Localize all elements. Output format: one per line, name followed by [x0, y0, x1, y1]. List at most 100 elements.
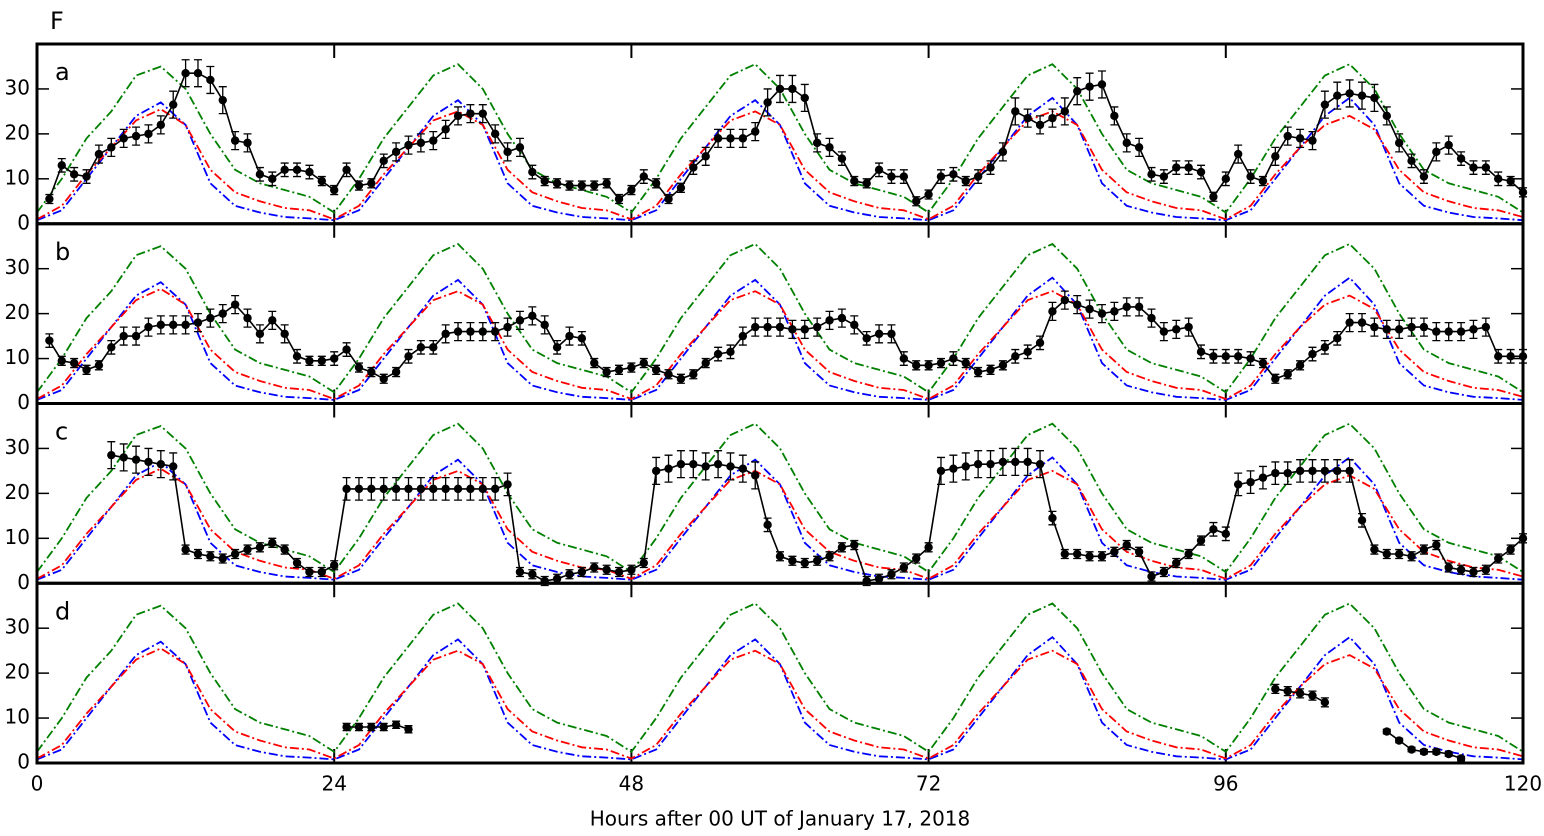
data-point: [676, 459, 686, 469]
data-point: [899, 563, 909, 572]
data-point: [94, 361, 104, 370]
data-point: [490, 484, 500, 494]
data-point: [280, 165, 289, 175]
panel-frame: [35, 222, 1525, 405]
data-point: [1407, 322, 1416, 332]
data-point: [1494, 352, 1503, 361]
data-point: [181, 545, 190, 554]
data-point: [1432, 147, 1441, 157]
x-tick-label: 96: [1213, 772, 1238, 796]
data-point: [156, 120, 166, 130]
data-point: [441, 329, 450, 339]
data-point: [317, 567, 327, 577]
data-point: [1345, 89, 1354, 98]
y-tick-label: 20: [5, 300, 30, 324]
data-point: [1444, 749, 1453, 759]
data-point: [330, 185, 339, 195]
data-point: [82, 365, 91, 374]
data-point: [503, 147, 512, 157]
data-point: [540, 176, 549, 186]
data-point: [1085, 82, 1094, 91]
data-point: [1060, 107, 1070, 116]
data-point: [268, 316, 277, 325]
data-point: [243, 545, 252, 554]
data-point: [614, 194, 624, 204]
data-point: [1011, 107, 1020, 116]
model-line: [36, 242, 1524, 394]
data-point: [515, 143, 525, 152]
data-point: [1048, 113, 1057, 123]
data-point: [862, 334, 871, 343]
data-point: [1283, 370, 1292, 379]
data-point: [1184, 163, 1193, 172]
data-point: [1097, 552, 1107, 561]
data-point: [973, 172, 983, 181]
data-point: [540, 320, 549, 330]
data-point: [1345, 318, 1354, 327]
data-point: [429, 484, 438, 494]
data-point: [664, 464, 673, 473]
data-point: [676, 374, 686, 383]
x-tick-label: 0: [31, 772, 44, 796]
data-point: [614, 365, 624, 374]
data-point: [565, 331, 574, 341]
data-point: [218, 95, 227, 105]
data-point: [1184, 549, 1193, 559]
data-point: [1023, 457, 1032, 467]
data-point: [330, 561, 339, 570]
data-point: [1073, 300, 1082, 309]
data-point: [689, 459, 698, 469]
data-point: [1308, 349, 1317, 359]
data-point: [627, 363, 636, 372]
data-point: [181, 69, 190, 78]
data-point: [1073, 86, 1082, 96]
data-point: [1159, 327, 1169, 336]
model-line: [36, 467, 1524, 580]
data-point: [800, 558, 809, 568]
data-point: [837, 543, 847, 552]
data-point: [1456, 154, 1466, 163]
data-point: [899, 172, 909, 181]
data-point: [874, 329, 884, 339]
data-point: [775, 84, 785, 94]
data-point: [1035, 338, 1045, 348]
data-point: [602, 565, 611, 574]
data-point: [367, 722, 376, 732]
data-point: [1333, 334, 1342, 343]
data-point: [144, 457, 153, 467]
data-point: [738, 464, 748, 473]
data-point: [1432, 540, 1441, 550]
x-tick-label: 48: [619, 772, 644, 796]
data-point: [1134, 302, 1144, 312]
data-point: [107, 450, 116, 460]
data-point: [379, 722, 388, 732]
data-point: [144, 129, 153, 139]
data-point: [429, 343, 438, 352]
data-point: [961, 462, 970, 471]
data-point: [255, 329, 265, 339]
data-point: [528, 167, 537, 177]
x-tick-label: 24: [321, 772, 346, 796]
data-point: [45, 336, 54, 345]
data-point: [206, 75, 215, 85]
data-point: [1184, 322, 1193, 332]
y-tick-label: 10: [5, 525, 30, 549]
data-point: [998, 361, 1008, 370]
data-point: [515, 567, 525, 577]
data-point: [614, 567, 624, 577]
data-point: [912, 197, 921, 206]
data-point: [1196, 536, 1206, 545]
data-point: [280, 329, 289, 339]
data-point: [169, 462, 178, 471]
data-point: [528, 570, 537, 579]
data-point: [1481, 565, 1491, 574]
data-point: [1308, 136, 1317, 145]
data-point: [899, 354, 909, 363]
data-point: [973, 367, 983, 377]
data-point: [1382, 549, 1391, 559]
data-point: [973, 459, 983, 469]
data-point: [119, 134, 128, 143]
data-point: [1023, 347, 1032, 357]
data-point: [1134, 547, 1144, 556]
data-point: [874, 165, 884, 175]
